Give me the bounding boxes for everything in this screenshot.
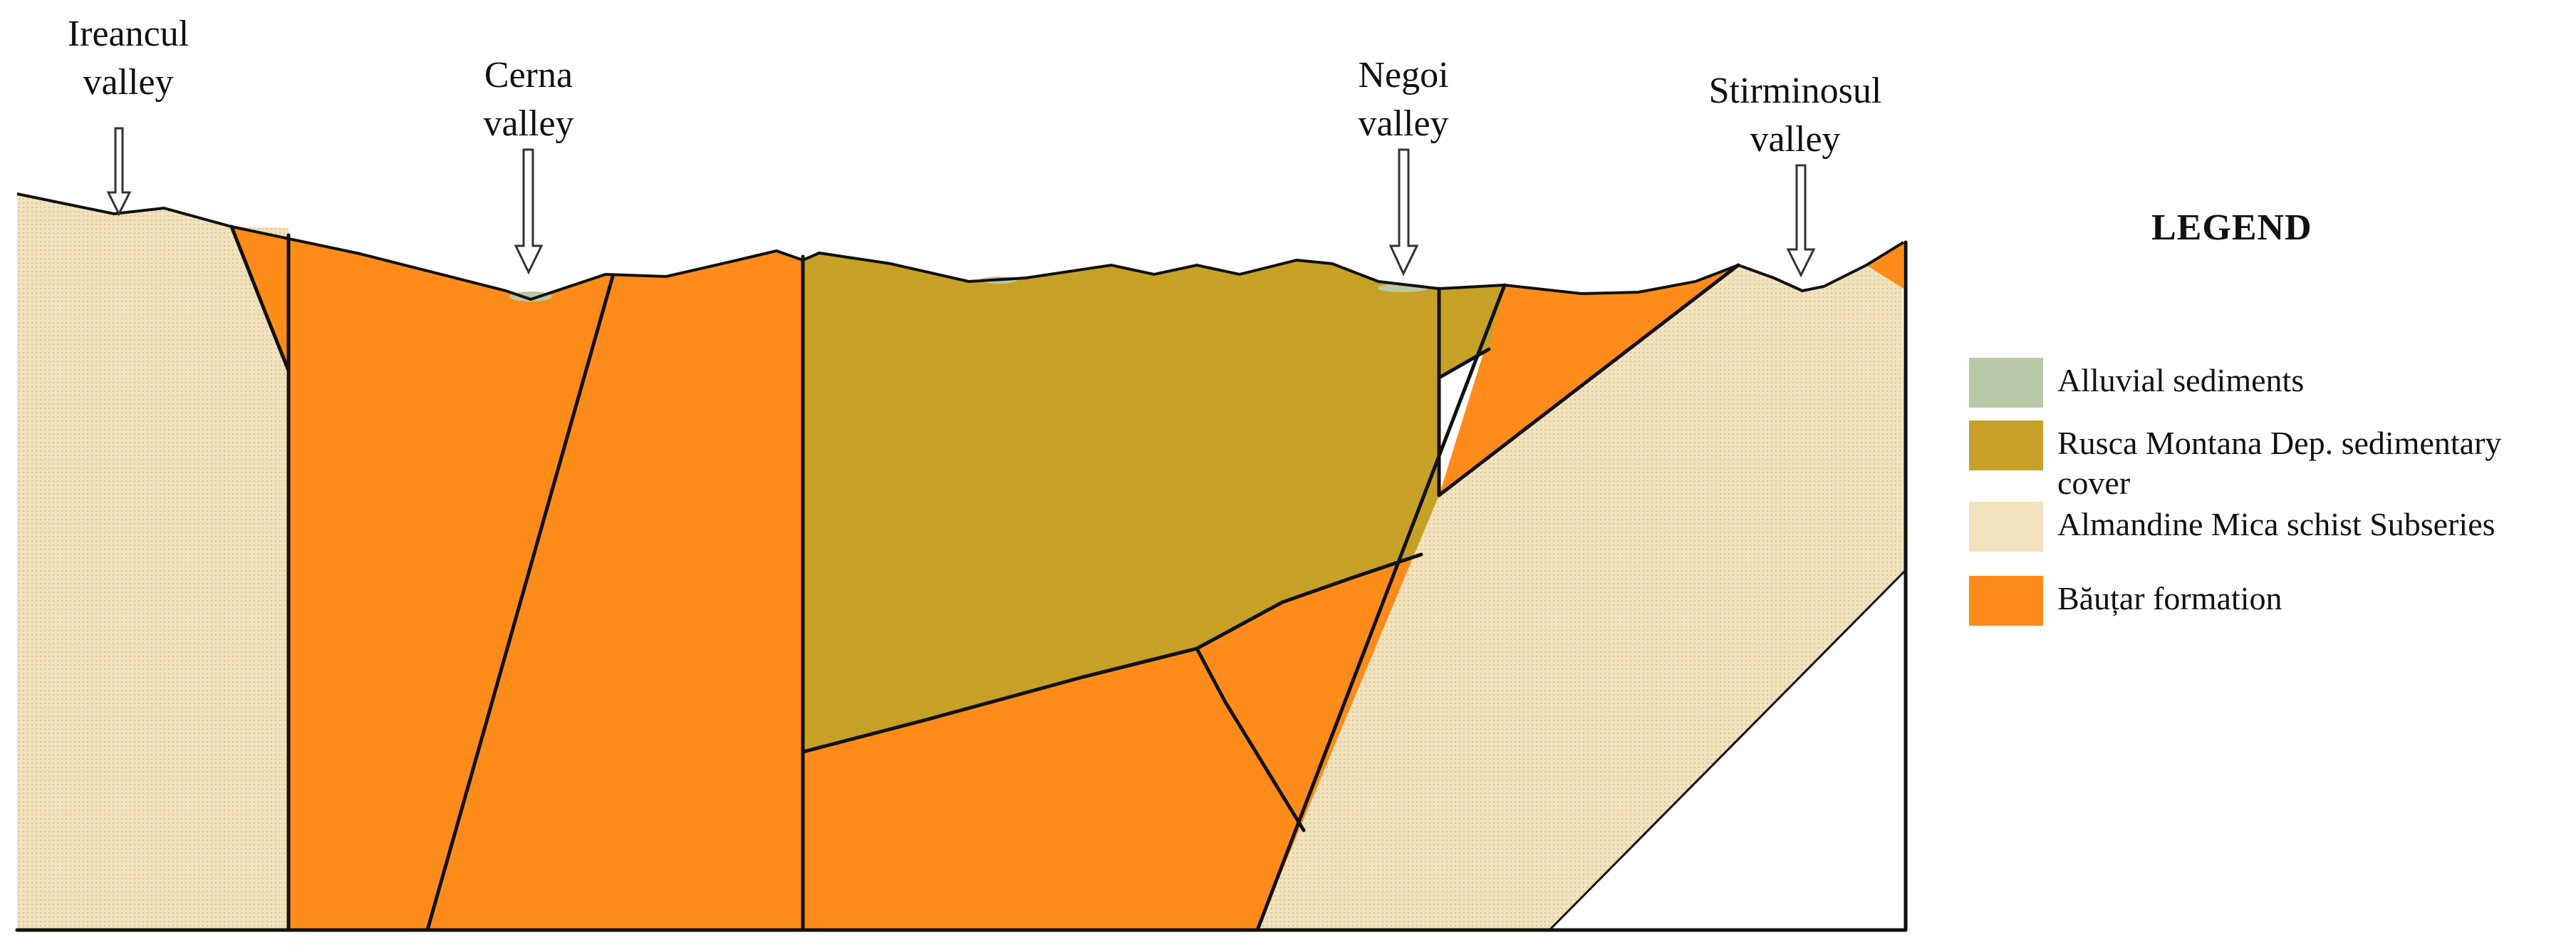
arrow-stirminosul: [1786, 164, 1816, 278]
legend-item-mica-schist: Almandine Mica schist Subseries: [1969, 502, 2496, 552]
arrow-cerna: [514, 148, 544, 275]
arrow-ireancul: [106, 127, 132, 217]
alluvial-lens-cerna: [509, 291, 552, 301]
legend-swatch: [1969, 358, 2043, 408]
legend-label: Rusca Montana Dep. sedimentary: [2057, 425, 2502, 461]
rusca-montana-cover: [803, 253, 1439, 752]
legend-item-alluvial: Alluvial sediments: [1969, 358, 2304, 408]
valley-label-negoi: Negoi valley: [1318, 51, 1489, 148]
bautar-formation-east-lower: [803, 554, 1421, 930]
bautar-formation-west: [232, 227, 803, 930]
fault-line-6: [1437, 347, 1491, 380]
mica-schist-right: [1257, 258, 1906, 930]
valley-word: valley: [483, 103, 574, 144]
mica-empty-contact: [1548, 569, 1907, 931]
legend-swatch: [1969, 576, 2043, 626]
legend-label: Almandine Mica schist Subseries: [2057, 506, 2496, 542]
legend-item-rusca-montana: Rusca Montana Dep. sedimentary cover: [1969, 420, 2501, 503]
valley-label-ireancul: Ireancul valley: [43, 10, 214, 107]
arrow-negoi: [1388, 148, 1419, 277]
valley-name: Ireancul: [67, 14, 189, 54]
legend-swatch: [1969, 502, 2043, 552]
contact-line-4: [1437, 263, 1740, 497]
legend-title: LEGEND: [2151, 207, 2312, 248]
mica-schist-left: [17, 194, 289, 930]
legend-swatch: [1969, 420, 2043, 470]
legend-label: Băuțar formation: [2057, 580, 2282, 616]
valley-label-cerna: Cerna valley: [443, 51, 614, 148]
contact-line-1: [229, 224, 291, 373]
legend-item-bautar: Băuțar formation: [1969, 576, 2282, 626]
bautar-formation-corner: [1866, 242, 1904, 289]
valley-name: Stirminosul: [1708, 71, 1882, 111]
valley-name: Cerna: [484, 55, 573, 95]
valley-label-stirminosul: Stirminosul valley: [1681, 67, 1909, 164]
valley-word: valley: [1358, 103, 1449, 144]
contact-line-3: [1195, 646, 1306, 832]
valley-word: valley: [1750, 119, 1841, 160]
valley-word: valley: [83, 62, 174, 103]
topographic-surface: [16, 192, 1905, 301]
legend-label: Alluvial sediments: [2057, 362, 2305, 398]
valley-name: Negoi: [1358, 55, 1449, 95]
fault-line-2: [425, 274, 615, 932]
legend-label-continued: cover: [2057, 465, 2131, 501]
rusca-fault-block: [1439, 285, 1505, 378]
